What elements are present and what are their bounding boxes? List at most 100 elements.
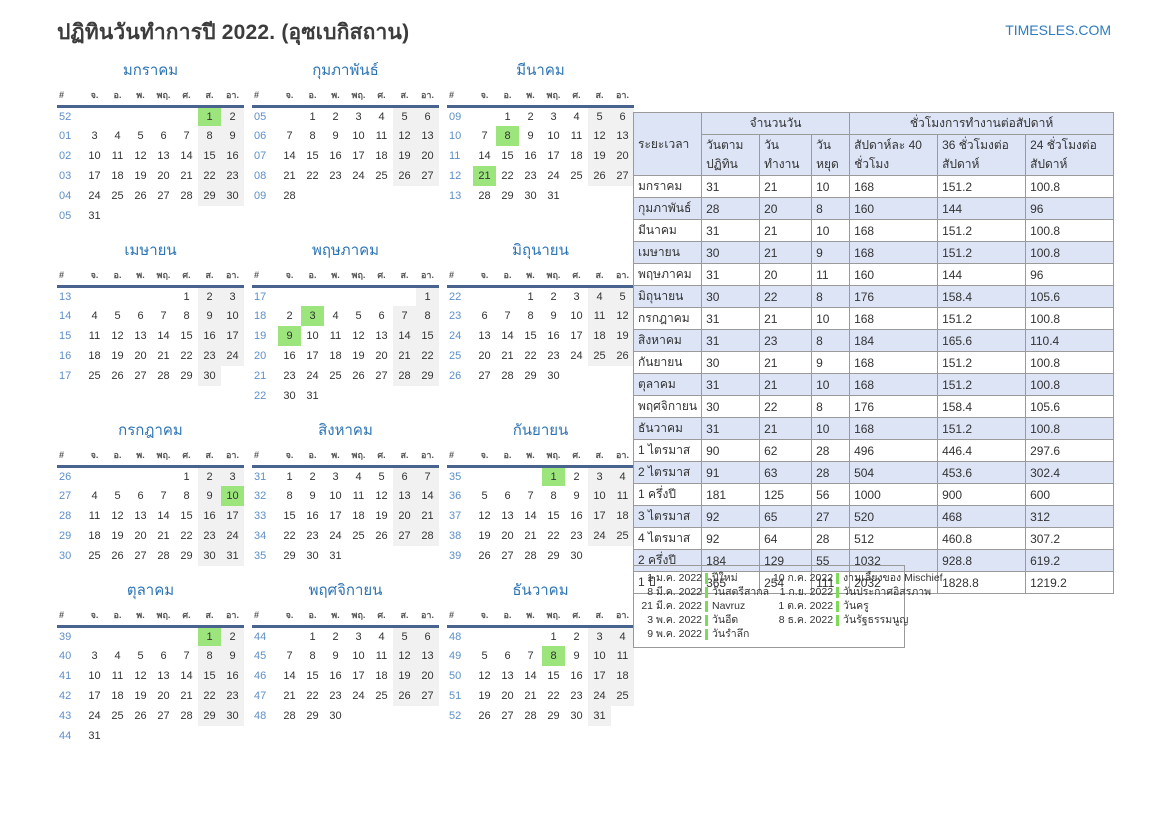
- calendar-day-cell: 31: [329, 550, 342, 562]
- calendar-day-cell: [611, 546, 634, 566]
- summary-value-cell: 28: [811, 527, 851, 550]
- calendar-day-cell: [221, 206, 244, 226]
- week-number-cell: 44: [59, 730, 72, 742]
- calendar-week-row: 39 1 2: [57, 626, 244, 646]
- legend-label: วันอีด: [712, 614, 739, 626]
- weekday-header: ส.: [595, 450, 604, 461]
- summary-value-cell: 30: [701, 241, 761, 264]
- month-title: ตุลาคม: [126, 582, 175, 599]
- calendar-day-cell: 20: [501, 690, 514, 702]
- calendar-day-cell: 9: [573, 490, 580, 502]
- holiday-marker-icon: [836, 586, 840, 598]
- calendar-day-cell: 21: [180, 170, 193, 182]
- legend-date: 8 ธ.ค. 2022: [778, 614, 834, 626]
- calendar-day-cell: 25: [88, 550, 101, 562]
- weekday-header: ศ.: [377, 90, 386, 101]
- calendar-day-cell: 14: [283, 670, 296, 682]
- weekend-day-cell: 7: [393, 306, 416, 326]
- weekday-header: อา.: [421, 610, 434, 621]
- weekend-day-cell: 25: [611, 526, 634, 546]
- calendar-day-cell: 18: [111, 170, 124, 182]
- calendar-day-cell: 24: [329, 530, 342, 542]
- calendar-week-row: 52 26 27 28 29 30 31: [447, 706, 634, 726]
- summary-period-cell: พฤษภาคม: [632, 263, 703, 286]
- summary-period-cell: มีนาคม: [632, 219, 703, 242]
- calendar-day-cell: 20: [501, 530, 514, 542]
- calendar-day-cell: 5: [114, 310, 121, 322]
- summary-row: 2 ครึ่งปี 184 129 55 1032 928.8 619.2: [632, 549, 1115, 572]
- summary-value-cell: 453.6: [937, 461, 1027, 484]
- summary-value-cell: 10: [811, 219, 851, 242]
- summary-value-cell: 158.4: [937, 285, 1027, 308]
- calendar-day-cell: 2: [573, 470, 580, 483]
- calendar-day-cell: 14: [180, 150, 193, 162]
- summary-period-cell: เมษายน: [632, 241, 703, 264]
- calendar-day-cell: [347, 186, 370, 206]
- site-link[interactable]: TIMESLES.COM: [1005, 22, 1111, 38]
- summary-value-cell: 31: [701, 373, 761, 396]
- legend-item: 8 มี.ค. 2022 วันสตรีสากล: [640, 585, 769, 599]
- weekend-day-cell: 9: [221, 126, 244, 146]
- calendar-day-cell: [175, 206, 198, 226]
- week-number-header: #: [59, 270, 65, 281]
- weekend-day-cell: 2: [198, 466, 221, 486]
- summary-value-cell: 105.6: [1025, 285, 1115, 308]
- calendar-day-cell: 15: [547, 670, 560, 682]
- weekend-day-cell: 13: [393, 486, 416, 506]
- weekday-header: จ.: [480, 610, 489, 621]
- calendar-day-cell: 16: [329, 670, 342, 682]
- summary-col-40h-week: สัปดาห์ละ 40 ชั่วโมง: [849, 134, 939, 176]
- calendar-day-cell: [416, 546, 439, 566]
- calendar-day-cell: 21: [501, 350, 514, 362]
- month-title: มกราคม: [122, 62, 179, 79]
- calendar-day-cell: [221, 726, 244, 746]
- calendar-day-cell: 22: [501, 170, 514, 182]
- calendar-week-row: 27 4 5 6 7 8 9 10: [57, 486, 244, 506]
- summary-value-cell: 105.6: [1025, 395, 1115, 418]
- calendar-day-cell: 11: [111, 670, 124, 682]
- calendar-day-cell: 14: [157, 330, 170, 342]
- summary-value-cell: 21: [759, 175, 813, 198]
- summary-value-cell: 96: [1025, 263, 1115, 286]
- weekday-header: อา.: [616, 610, 629, 621]
- month-title: มิถุนายน: [512, 242, 569, 259]
- summary-value-cell: 254: [759, 571, 813, 594]
- month-1: มกราคม # จ. อ. พ. พฤ. ศ. ส. อา. 52 1 2 01 3 4 5 6 7 8 9 02 10…: [57, 60, 244, 226]
- calendar-day-cell: [301, 286, 324, 306]
- calendar-week-row: 23 6 7 8 9 10 11 12: [447, 306, 634, 326]
- weekend-day-cell: 20: [393, 506, 416, 526]
- summary-value-cell: 63: [759, 461, 813, 484]
- summary-value-cell: 168: [849, 219, 939, 242]
- week-number-cell: 09: [254, 190, 267, 202]
- summary-value-cell: 10: [811, 373, 851, 396]
- calendar-week-row: 21 23 24 25 26 27 28 29: [252, 366, 439, 386]
- calendar-day-cell: 29: [547, 550, 560, 562]
- calendar-day-cell: 10: [352, 130, 365, 142]
- weekday-header: อ.: [503, 270, 512, 281]
- month-calendar: # จ. อ. พ. พฤ. ศ. ส. อา. 22 1 2 3 4 5 23 6 7 8 9 10 11 12 24 13…: [447, 266, 634, 386]
- weekend-day-cell: 19: [393, 146, 416, 166]
- calendar-week-row: 32 8 9 10 11 12 13 14: [252, 486, 439, 506]
- week-number-header: #: [449, 90, 455, 101]
- calendar-day-cell: 12: [111, 330, 124, 342]
- weekday-header: อา.: [616, 90, 629, 101]
- weekday-header: พฤ.: [351, 90, 366, 101]
- calendar-day-cell: [278, 286, 301, 306]
- calendar-day-cell: 27: [157, 710, 170, 722]
- holiday-day-cell: 1: [542, 466, 565, 486]
- weekday-header: อ.: [113, 270, 122, 281]
- calendar-day-cell: 22: [180, 530, 193, 542]
- weekday-header: ส.: [205, 610, 214, 621]
- calendar-day-cell: 17: [547, 150, 560, 162]
- legend-item: 8 ธ.ค. 2022 วันรัฐธรรมนูญ: [771, 613, 943, 627]
- calendar-day-cell: 5: [137, 130, 144, 142]
- calendar-day-cell: [473, 466, 496, 486]
- calendar-day-cell: [496, 286, 519, 306]
- weekday-header: อา.: [421, 270, 434, 281]
- calendar-day-cell: 9: [309, 490, 316, 502]
- week-number-cell: 45: [254, 650, 267, 662]
- summary-row: ตุลาคม 31 21 10 168 151.2 100.8: [632, 373, 1115, 396]
- calendar-day-cell: [611, 706, 634, 726]
- weekend-day-cell: 20: [416, 666, 439, 686]
- calendar-day-cell: 5: [378, 470, 385, 483]
